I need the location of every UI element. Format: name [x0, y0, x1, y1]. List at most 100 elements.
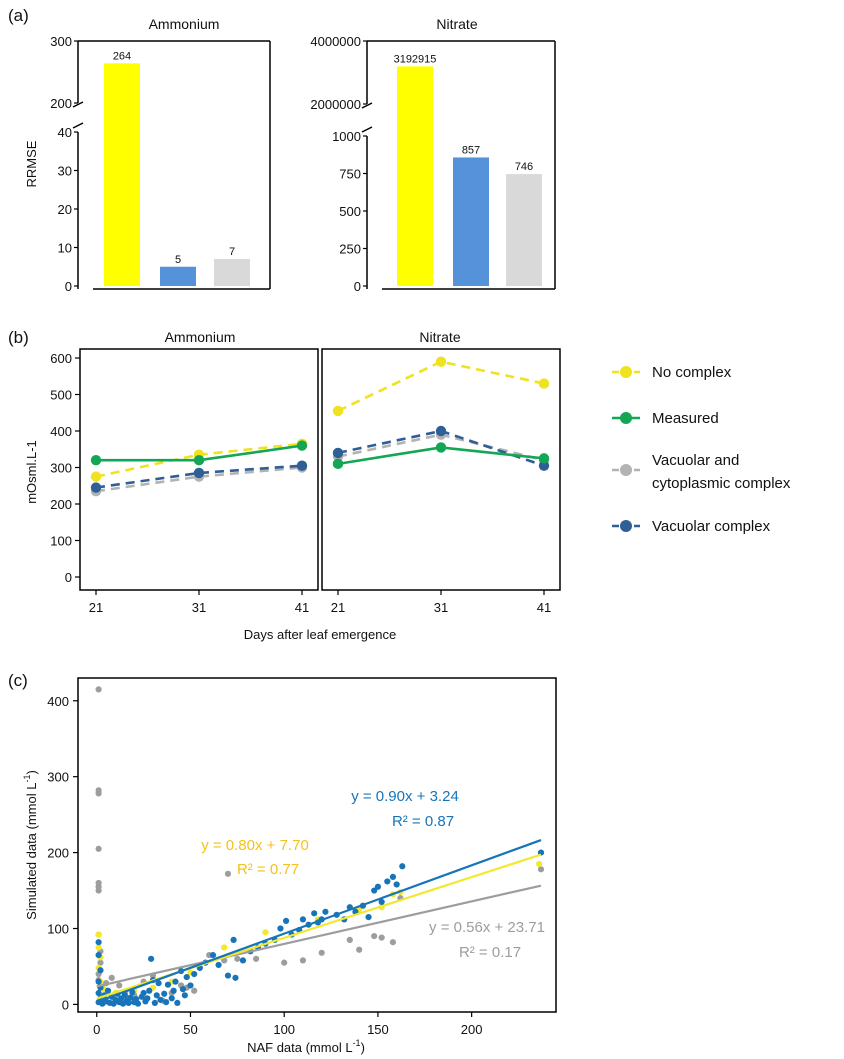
chart-c-ylabel-close: )	[24, 770, 39, 774]
data-point	[538, 460, 550, 471]
scatter-point	[374, 883, 382, 890]
scatter-point	[318, 949, 325, 956]
scatter-point	[399, 863, 406, 870]
panel-label-b: (b)	[8, 328, 29, 347]
y-tick-label: 4000000	[310, 34, 361, 49]
x-tick-label: 21	[89, 600, 103, 615]
scatter-point	[384, 878, 391, 885]
x-tick-label: 21	[331, 600, 345, 615]
r-squared-label: R² = 0.87	[392, 813, 454, 830]
y-tick-label: 2000000	[310, 97, 361, 112]
scatter-point	[95, 845, 102, 852]
scatter-point	[215, 961, 222, 969]
legend-label: Vacuolar complex	[652, 518, 771, 535]
scatter-point	[234, 955, 241, 962]
bar	[506, 174, 542, 286]
y-tick-label: 200	[50, 96, 72, 111]
scatter-point	[224, 870, 232, 877]
data-point	[332, 405, 344, 417]
panel-label-a: (a)	[8, 6, 29, 25]
chart-c-xlabel-close: )	[361, 1040, 365, 1055]
y-tick-label: 0	[65, 279, 72, 294]
y-tick-label: 200	[50, 497, 72, 512]
y-tick-label: 600	[50, 351, 72, 366]
scatter-point	[153, 992, 160, 999]
scatter-point	[95, 989, 102, 997]
y-tick-label: 0	[65, 570, 72, 585]
scatter-point	[121, 992, 128, 999]
regression-equation: y = 0.56x + 23.71	[429, 919, 545, 936]
x-tick-label: 0	[93, 1022, 100, 1037]
bar-value-label: 3192915	[394, 53, 437, 65]
x-tick-label: 41	[537, 600, 551, 615]
scatter-point	[262, 929, 269, 936]
data-point	[193, 467, 205, 479]
legend-label: Measured	[652, 410, 719, 427]
scatter-point	[164, 981, 172, 988]
legend-label-line: Vacuolar and	[652, 452, 739, 469]
axis-break-mark	[72, 122, 84, 129]
scatter-point	[172, 978, 179, 985]
bar	[214, 259, 250, 286]
chart-c-ylabel: Simulated data (mmol L-1)	[22, 770, 39, 920]
scatter-point	[393, 881, 400, 888]
chart-a-ylabel: RRMSE	[24, 140, 39, 187]
scatter-point	[95, 939, 102, 946]
scatter-point	[378, 934, 385, 941]
bar-value-label: 264	[113, 50, 131, 62]
data-point	[90, 482, 102, 493]
scatter-point	[356, 946, 363, 953]
scatter-point	[187, 982, 194, 989]
scatter-point	[277, 925, 284, 932]
scatter-point	[239, 957, 247, 964]
bar	[160, 266, 196, 286]
x-tick-label: 31	[192, 600, 206, 615]
scatter-point	[146, 987, 153, 994]
chart-c-xlabel-sup: -1	[353, 1038, 361, 1048]
series-line	[95, 464, 303, 489]
regression-equation: y = 0.90x + 3.24	[351, 788, 459, 805]
scatter-point	[127, 994, 134, 1001]
legend-marker	[620, 520, 632, 532]
scatter-point	[134, 1000, 142, 1007]
scatter-point	[224, 972, 232, 979]
scatter-point	[209, 951, 217, 959]
panel-label-c: (c)	[8, 671, 28, 690]
y-tick-label: 10	[58, 241, 72, 256]
scatter-point	[97, 967, 104, 974]
scatter-point	[148, 955, 155, 962]
legend-label-line: Vacuolar complex	[652, 518, 771, 535]
scatter-point	[299, 916, 307, 923]
y-tick-label: 400	[50, 424, 72, 439]
data-point	[538, 453, 550, 464]
y-tick-label: 1000	[332, 129, 361, 144]
bar	[397, 66, 433, 286]
legend-marker	[620, 464, 632, 476]
legend-label: No complex	[652, 364, 732, 381]
scatter-point	[232, 974, 239, 981]
r-squared-label: R² = 0.77	[237, 861, 299, 878]
data-point	[296, 460, 308, 471]
bar-value-label: 857	[462, 144, 480, 156]
y-tick-label: 200	[47, 846, 69, 861]
scatter-point	[95, 686, 102, 693]
scatter-point	[181, 992, 188, 999]
chart-b-facet-nitrate: Nitrate	[419, 329, 460, 345]
y-tick-label: 300	[50, 461, 72, 476]
scatter-point	[108, 974, 115, 981]
series-line	[95, 466, 303, 493]
scatter-point	[346, 936, 353, 943]
y-tick-label: 500	[50, 388, 72, 403]
y-tick-label: 40	[58, 125, 72, 140]
scatter-point	[104, 987, 112, 994]
chart-c-ylabel-text: Simulated data (mmol L	[24, 783, 39, 920]
data-point	[332, 447, 344, 459]
chart-c-ylabel-sup: -1	[22, 775, 32, 783]
scatter-point	[281, 959, 288, 966]
scatter-point	[161, 990, 168, 997]
scatter-point	[157, 996, 164, 1003]
bar-value-label: 7	[229, 246, 235, 258]
y-tick-label: 0	[62, 997, 69, 1012]
scatter-point	[537, 866, 545, 873]
